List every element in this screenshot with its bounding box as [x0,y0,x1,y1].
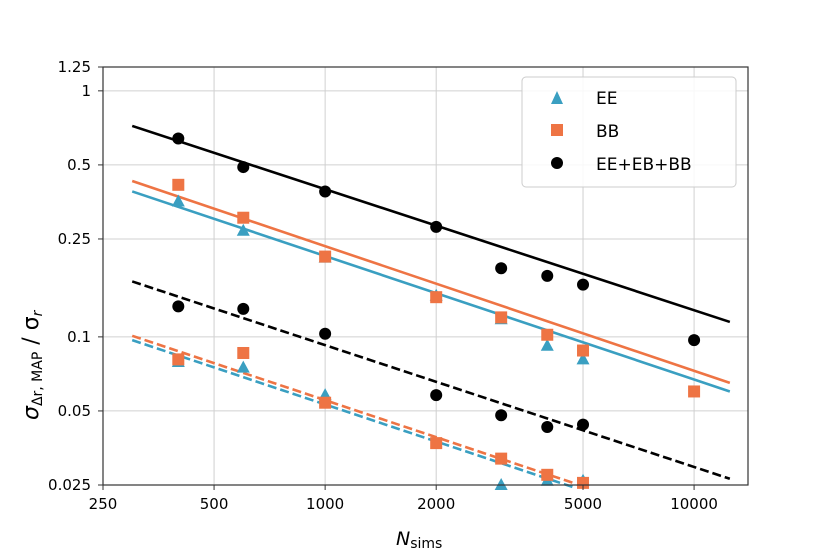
point-ee-eb-bb [237,161,250,174]
point-ee-eb-bb [319,327,332,340]
point-ee-eb-bb [541,269,554,282]
point-ee [576,352,590,365]
point-ee-eb-bb [495,409,508,422]
point-bb [688,385,701,398]
x-tick-label: 5000 [564,495,602,513]
point-ee [540,338,554,351]
legend-item-combined: EE+EB+BB [551,155,692,175]
point-bb [430,437,443,450]
point-ee [171,194,185,207]
point-bb [319,396,332,409]
legend-item-ee: EE [551,89,617,109]
point-bb [541,468,554,481]
y-tick-label: 0.05 [58,402,91,420]
point-ee [494,478,508,490]
point-ee [236,360,250,373]
y-tick-label: 0.025 [48,476,91,494]
fit-line-ee-dashed [131,338,574,489]
point-bb [172,353,185,366]
point-ee-eb-bb [172,300,185,313]
point-ee-eb-bb [237,302,250,315]
point-bb [495,452,508,465]
point-bb [430,291,443,304]
legend-label-bb: BB [596,122,619,142]
point-ee-eb-bb [172,132,185,145]
y-tick-label: 0.5 [67,156,91,174]
x-tick-label: 1000 [306,495,344,513]
point-ee-eb-bb [495,262,508,275]
plot-frame [102,66,749,486]
x-tick-label: 250 [89,495,118,513]
point-ee-eb-bb [430,220,443,233]
x-tick-label: 10000 [670,495,718,513]
legend-marker-combined [551,157,563,169]
y-axis-label: σΔr, MAP / σr [19,309,46,420]
y-tick-label: 0.25 [58,230,91,248]
data-points [171,132,701,490]
fit-line-ee-eb-bb-dashed [131,280,731,481]
x-axis-label: Nsims [396,528,442,552]
point-ee-eb-bb [577,418,590,431]
axis-ticks: 250 500 1000 2000 5000 10000 0.025 0.05 0.1 0.25 0… [48,58,718,513]
legend-label-combined: EE+EB+BB [596,155,692,175]
point-bb [237,211,250,224]
legend-marker-ee [551,91,563,104]
point-bb [495,311,508,324]
x-tick-label: 500 [200,495,229,513]
point-bb [319,250,332,263]
y-tick-label: 0.1 [67,328,91,346]
point-ee-eb-bb [541,421,554,434]
point-bb [577,476,590,489]
point-ee [236,223,250,236]
legend: EE BB EE+EB+BB [521,76,737,188]
legend-box [521,76,737,188]
point-bb [541,328,554,341]
point-ee-eb-bb [688,334,701,347]
point-bb [577,344,590,357]
point-ee-eb-bb [430,389,443,402]
y-tick-label: 1 [81,82,91,100]
point-ee-eb-bb [577,278,590,291]
x-tick-label: 2000 [417,495,455,513]
point-bb [237,346,250,359]
point-ee-eb-bb [319,185,332,198]
y-tick-label: 1.25 [58,58,91,76]
legend-item-bb: BB [551,122,619,142]
point-bb [172,178,185,191]
legend-marker-bb [551,124,563,136]
legend-label-ee: EE [596,89,617,109]
fit-line-bb-solid [131,179,731,385]
